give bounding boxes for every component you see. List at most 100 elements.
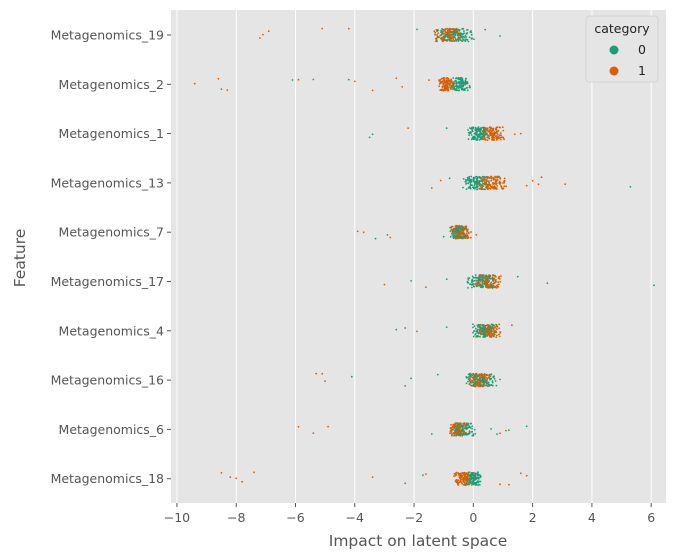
data-point-cat0 (473, 38, 475, 40)
outlier-point (525, 474, 528, 477)
data-point-cat1 (443, 88, 446, 91)
data-point-cat1 (442, 79, 445, 81)
data-point-cat1 (451, 232, 453, 235)
data-point-cat1 (499, 136, 502, 139)
data-point-cat0 (466, 176, 469, 179)
y-tick-label: Metagenomics_18 (51, 471, 164, 486)
data-point-cat0 (462, 32, 465, 35)
data-point-cat1 (490, 281, 493, 284)
outlier-point (513, 133, 516, 136)
data-point-cat0 (470, 477, 473, 480)
outlier-point (428, 79, 430, 81)
data-point-cat1 (451, 225, 454, 228)
data-point-cat1 (493, 185, 496, 188)
data-point-cat0 (489, 326, 492, 329)
legend-marker-0 (609, 45, 619, 55)
data-point-cat1 (499, 181, 502, 184)
data-point-cat0 (483, 334, 486, 336)
outlier-point (499, 432, 501, 435)
data-point-cat1 (483, 325, 486, 328)
legend-marker-1 (609, 66, 619, 76)
data-point-cat1 (464, 427, 467, 429)
data-point-cat1 (448, 83, 451, 85)
outlier-point (217, 77, 220, 80)
data-point-cat1 (461, 482, 463, 485)
outlier-point (291, 79, 294, 81)
data-point-cat1 (497, 277, 500, 280)
outlier-point (445, 326, 448, 328)
data-point-cat1 (455, 434, 458, 437)
data-point-cat0 (476, 135, 479, 138)
data-point-cat0 (467, 433, 469, 435)
data-point-cat0 (436, 29, 439, 31)
y-tick-label: Metagenomics_6 (59, 422, 165, 437)
outlier-point (445, 278, 448, 281)
data-point-cat1 (480, 332, 483, 335)
data-point-cat1 (497, 137, 500, 140)
data-point-cat1 (477, 385, 480, 388)
data-point-cat0 (477, 325, 480, 328)
data-point-cat0 (494, 380, 497, 382)
data-point-cat0 (453, 35, 456, 38)
outlier-point (374, 237, 377, 240)
data-point-cat1 (484, 176, 487, 179)
data-point-cat0 (462, 425, 464, 427)
outlier-point (525, 425, 528, 428)
data-point-cat1 (486, 324, 489, 326)
data-point-cat1 (485, 286, 487, 288)
data-point-cat0 (478, 379, 481, 381)
data-point-cat1 (444, 31, 446, 33)
outlier-point (297, 425, 300, 428)
data-point-cat0 (468, 134, 470, 137)
data-point-cat1 (441, 86, 444, 88)
data-point-cat0 (467, 40, 470, 43)
outlier-point (389, 236, 392, 239)
y-axis-label: Feature (11, 229, 29, 288)
data-point-cat0 (479, 129, 482, 132)
data-point-cat1 (479, 385, 482, 388)
data-point-cat0 (476, 375, 479, 378)
data-point-cat0 (466, 38, 469, 41)
data-point-cat1 (490, 323, 493, 326)
data-point-cat0 (472, 482, 475, 485)
data-point-cat1 (454, 425, 457, 428)
data-point-cat1 (498, 335, 501, 338)
data-point-cat1 (470, 231, 472, 233)
data-point-cat1 (494, 135, 497, 138)
data-point-cat1 (442, 89, 445, 92)
data-point-cat1 (435, 40, 437, 42)
data-point-cat0 (476, 330, 478, 332)
data-point-cat0 (453, 432, 456, 435)
data-point-cat1 (456, 425, 459, 428)
data-point-cat0 (492, 375, 495, 378)
y-tick-label: Metagenomics_16 (51, 373, 164, 388)
outlier-point (499, 483, 501, 486)
data-point-cat0 (488, 385, 490, 387)
data-point-cat1 (457, 472, 459, 475)
outlier-point (407, 127, 409, 129)
data-point-cat1 (487, 137, 490, 139)
data-point-cat1 (434, 31, 437, 34)
data-point-cat0 (473, 279, 476, 282)
data-point-cat1 (475, 280, 478, 282)
data-point-cat1 (466, 474, 468, 476)
data-point-cat0 (451, 82, 454, 85)
data-point-cat1 (441, 28, 443, 30)
data-point-cat0 (452, 231, 455, 233)
outlier-point (395, 77, 398, 80)
data-point-cat1 (451, 86, 453, 88)
data-point-cat0 (472, 331, 474, 334)
legend-entry-1: 1 (638, 63, 646, 78)
data-point-cat1 (493, 333, 495, 336)
data-point-cat0 (471, 278, 474, 281)
data-point-cat1 (489, 329, 492, 331)
data-point-cat1 (445, 86, 448, 89)
data-point-cat0 (467, 474, 470, 476)
data-point-cat0 (475, 180, 478, 183)
data-point-cat1 (495, 284, 498, 287)
data-point-cat0 (468, 383, 471, 386)
data-point-cat0 (468, 187, 471, 189)
data-point-cat1 (489, 132, 491, 135)
data-point-cat1 (467, 236, 470, 239)
data-point-cat1 (505, 185, 507, 188)
